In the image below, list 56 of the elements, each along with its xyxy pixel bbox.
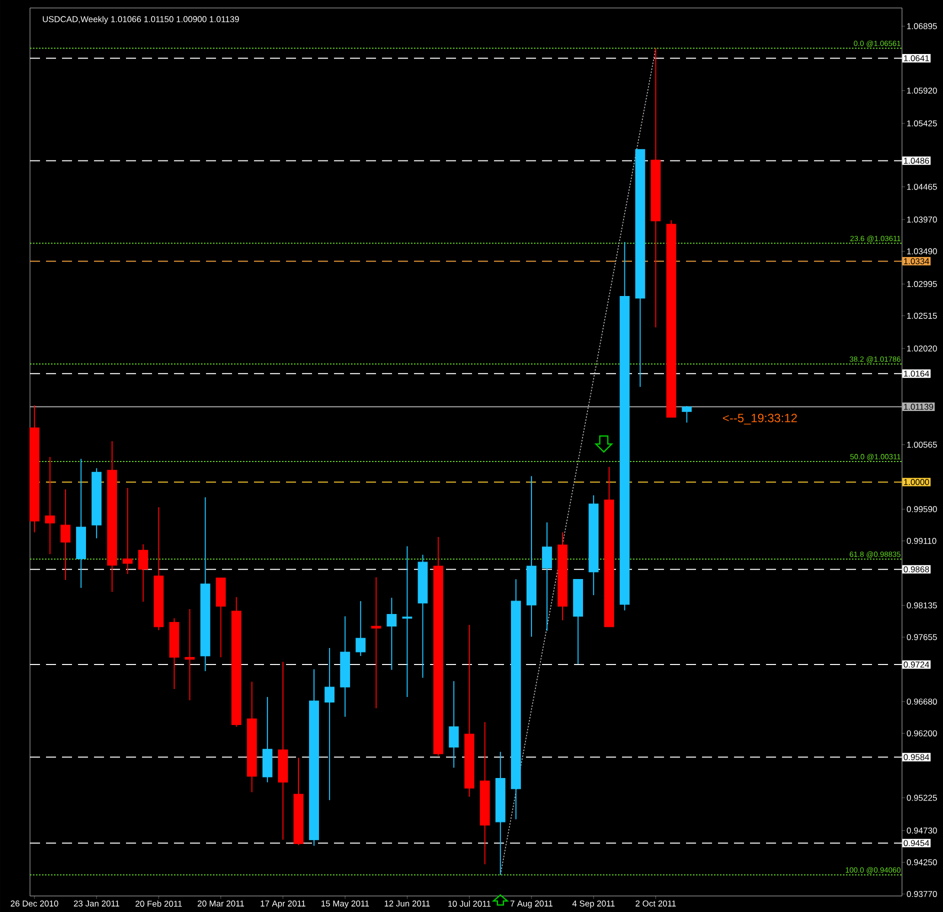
x-tick-label: 20 Feb 2011 — [136, 900, 182, 907]
candlestick — [402, 546, 412, 698]
ref-line-label: 0.9868 — [904, 566, 930, 572]
x-tick-label: 26 Dec 2010 — [10, 900, 58, 907]
ref-line-label: 1.0641 — [904, 55, 929, 62]
y-tick-label: 1.00565 — [907, 442, 937, 448]
ref-line-label: 0.9454 — [904, 840, 930, 846]
y-tick-label: 0.98135 — [906, 602, 937, 608]
ref-line-label: 0.9724 — [904, 662, 930, 668]
ref-line-label: 1.0000 — [904, 479, 930, 486]
candlestick — [60, 488, 70, 580]
candlestick — [356, 600, 366, 656]
y-tick-label: 0.95225 — [906, 794, 937, 801]
y-tick-label: 1.06895 — [907, 23, 937, 30]
y-tick-label: 1.04465 — [907, 184, 937, 190]
y-tick-label: 1.02515 — [907, 312, 937, 319]
y-tick-label: 1.05920 — [907, 88, 937, 94]
x-tick-label: 4 Sep 2011 — [572, 900, 615, 908]
ref-line-label: 1.01139 — [904, 404, 934, 410]
x-tick-label: 7 Aug 2011 — [510, 900, 552, 908]
candlestick — [682, 406, 692, 424]
annotation: <--5_19:33:12 — [722, 414, 797, 425]
candlestick — [386, 597, 397, 670]
x-tick-label: 12 Jun 2011 — [384, 900, 430, 907]
y-tick-label: 1.02995 — [907, 281, 937, 288]
candlestick — [324, 648, 335, 801]
y-tick-label: 0.94730 — [906, 828, 937, 834]
candlestick — [138, 544, 148, 602]
y-tick-label: 1.03970 — [907, 216, 937, 223]
candlestick — [122, 488, 133, 574]
ref-line-label: 0.9584 — [904, 754, 930, 760]
text: USDCAD,Weekly 1.01066 1.01150 1.00900 1.01139 — [42, 16, 239, 24]
candlestick — [184, 608, 195, 701]
x-tick-label: 15 May 2011 — [321, 900, 369, 908]
candlestick — [45, 456, 55, 555]
y-tick-label: 0.96200 — [906, 730, 937, 736]
x-tick-label: 17 Apr 2011 — [260, 900, 306, 908]
y-tick-label: 0.97655 — [906, 634, 937, 640]
ref-line-label: 1.0334 — [904, 258, 930, 264]
x-tick-label: 23 Jan 2011 — [74, 900, 120, 907]
y-tick-label: 0.96680 — [906, 698, 937, 705]
x-tick-label: 20 Mar 2011 — [198, 900, 244, 907]
y-tick-label: 0.99110 — [906, 538, 936, 544]
ref-line-label: 1.0486 — [904, 158, 930, 164]
candlestick — [371, 576, 382, 709]
candlestick — [542, 522, 552, 632]
y-tick-label: 1.05425 — [907, 120, 937, 126]
y-tick-label: 0.93770 — [906, 890, 937, 898]
y-tick-label: 1.03490 — [907, 248, 937, 254]
ref-line-label: 1.0164 — [904, 370, 930, 377]
candlestick — [448, 680, 459, 768]
y-tick-label: 1.02020 — [907, 345, 937, 352]
y-tick-label: 0.94250 — [906, 859, 937, 866]
x-tick-label: 10 Jul 2011 — [448, 900, 491, 907]
x-tick-label: 2 Oct 2011 — [636, 900, 676, 907]
y-tick-label: 0.99590 — [906, 506, 937, 512]
